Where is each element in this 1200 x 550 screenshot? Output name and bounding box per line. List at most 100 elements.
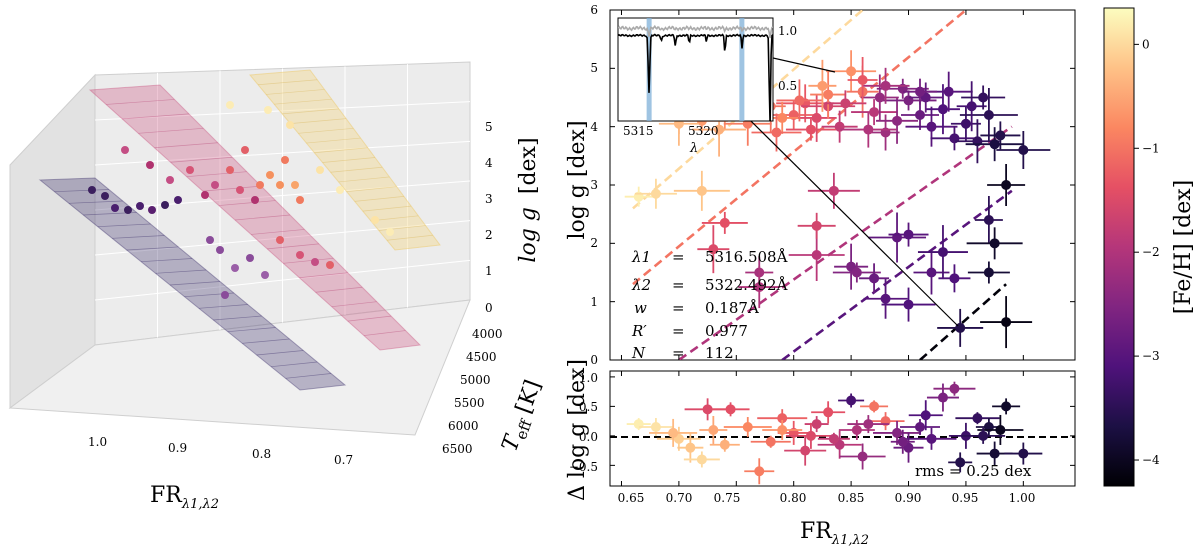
x-tick-label: 0.90 bbox=[895, 491, 922, 505]
teff-tick: 6000 bbox=[448, 419, 479, 433]
fr-label-sub: λ1,λ2 bbox=[831, 533, 869, 548]
plane-intermediate bbox=[88, 84, 422, 351]
point-3d bbox=[241, 146, 249, 154]
point-3d bbox=[174, 196, 182, 204]
r-eq: = bbox=[672, 322, 685, 340]
res-y-tick: 0.5 bbox=[579, 400, 598, 414]
lambda1-value: 5316.508Å bbox=[705, 248, 788, 266]
x-tick-label: 0.70 bbox=[666, 491, 693, 505]
svg-text:Teff[K]: Teff[K] bbox=[498, 377, 550, 456]
data-point bbox=[903, 299, 914, 310]
fr-label-main: FR bbox=[800, 519, 833, 544]
fr-tick-3d: 1.0 bbox=[88, 435, 107, 449]
residual-point bbox=[777, 413, 788, 424]
lambda1-eq: = bbox=[672, 248, 685, 266]
residual-point bbox=[995, 424, 1006, 435]
data-point bbox=[869, 107, 880, 118]
residual-point bbox=[800, 445, 811, 456]
point-3d bbox=[316, 166, 324, 174]
residual-point bbox=[869, 401, 880, 412]
residual-point bbox=[1018, 448, 1029, 459]
fr-label-sub-3d: λ1,λ2 bbox=[181, 497, 219, 512]
plane-hatch-line bbox=[331, 301, 377, 308]
point-3d bbox=[296, 196, 304, 204]
residual-point bbox=[915, 422, 925, 433]
point-3d bbox=[121, 146, 129, 154]
panel-3d: 0 1 2 3 4 5 log g [dex] 4000 4500 5000 5… bbox=[8, 61, 550, 512]
point-3d bbox=[236, 186, 244, 194]
residual-point bbox=[863, 419, 874, 430]
data-point bbox=[995, 130, 1006, 141]
point-3d bbox=[336, 186, 344, 194]
residual-point bbox=[892, 427, 903, 438]
residual-point bbox=[765, 436, 776, 447]
bottom-xlabel: FRλ1,λ2 bbox=[800, 519, 869, 548]
data-point bbox=[892, 115, 903, 126]
point-3d bbox=[251, 196, 259, 204]
plane-hatch-line bbox=[256, 350, 304, 356]
data-point bbox=[915, 86, 925, 97]
teff-tick: 6500 bbox=[442, 442, 473, 456]
plane-hatch-line bbox=[68, 200, 123, 204]
plane-hatch-line bbox=[347, 315, 392, 322]
x-tick-label: 0.75 bbox=[714, 491, 741, 505]
data-point bbox=[846, 66, 857, 77]
w-label: w bbox=[634, 299, 647, 317]
lambda2-value: 5322.492Å bbox=[705, 276, 788, 294]
residual-point bbox=[978, 430, 989, 441]
pane-floor bbox=[8, 299, 471, 436]
colorbar-ticks: 0 −1 −2 −3 −4 bbox=[1134, 37, 1160, 467]
data-point bbox=[869, 273, 880, 284]
data-point bbox=[983, 110, 994, 120]
plane-hatch-line bbox=[354, 196, 404, 202]
residual-point bbox=[972, 413, 983, 424]
residual-point bbox=[937, 392, 948, 403]
plane-metal-rich bbox=[249, 69, 441, 251]
plane-hatch-line bbox=[362, 205, 412, 212]
fr-axis-3d: 1.0 0.9 0.8 0.7 FRλ1,λ2 bbox=[88, 435, 353, 512]
colorbar-gradient bbox=[1103, 7, 1135, 487]
plane-hatch-line bbox=[170, 156, 233, 163]
bottom-ticks bbox=[610, 371, 1075, 486]
residual-point bbox=[823, 407, 834, 418]
spectrum-metal-rich bbox=[618, 24, 773, 39]
point-3d bbox=[201, 191, 209, 199]
teff-label-unit: [K] bbox=[511, 377, 546, 417]
teff-tick: 5500 bbox=[454, 396, 485, 410]
fit-line bbox=[781, 189, 1013, 360]
point-3d bbox=[226, 166, 234, 174]
fr-tick-3d: 0.7 bbox=[334, 453, 353, 467]
colorbar-label: [Fe/H] [dex] bbox=[1171, 180, 1196, 315]
z-axis-label: log g [dex] bbox=[516, 137, 541, 262]
residual-point bbox=[949, 383, 960, 394]
plane-hatching bbox=[54, 79, 433, 379]
n-value: 112 bbox=[705, 344, 734, 362]
inset-x-tick: 5320 bbox=[688, 124, 719, 138]
plane-hatch-line bbox=[386, 234, 433, 241]
fit-line bbox=[632, 10, 967, 286]
data-point bbox=[817, 80, 828, 91]
y-tick-label: 0 bbox=[590, 353, 598, 367]
data-point bbox=[960, 118, 971, 129]
x-tick-label: 0.95 bbox=[952, 491, 979, 505]
data-point bbox=[983, 215, 994, 225]
n-label: N bbox=[631, 344, 646, 362]
z-tick: 2 bbox=[485, 228, 493, 242]
lambda2-label: λ2 bbox=[631, 276, 651, 294]
data-point bbox=[771, 127, 782, 138]
y-tick-label: 6 bbox=[590, 3, 598, 17]
lambda2-eq: = bbox=[672, 276, 685, 294]
point-3d bbox=[186, 166, 194, 174]
z-axis: 0 1 2 3 4 5 log g [dex] bbox=[485, 120, 541, 315]
teff-label-sub: eff bbox=[512, 416, 536, 442]
bottom-axes-frame bbox=[609, 370, 1076, 487]
data-point bbox=[811, 220, 822, 231]
fit-lines bbox=[632, 10, 1013, 360]
plane-hatch-line bbox=[285, 373, 332, 379]
res-y-tick: 0.0 bbox=[579, 430, 598, 444]
plane-hatch-line bbox=[298, 127, 354, 134]
plane-hatch-line bbox=[97, 223, 151, 228]
svg-text:log g [dex]: log g [dex] bbox=[516, 137, 541, 262]
data-point bbox=[926, 121, 937, 132]
y-ticks bbox=[610, 9, 1075, 361]
